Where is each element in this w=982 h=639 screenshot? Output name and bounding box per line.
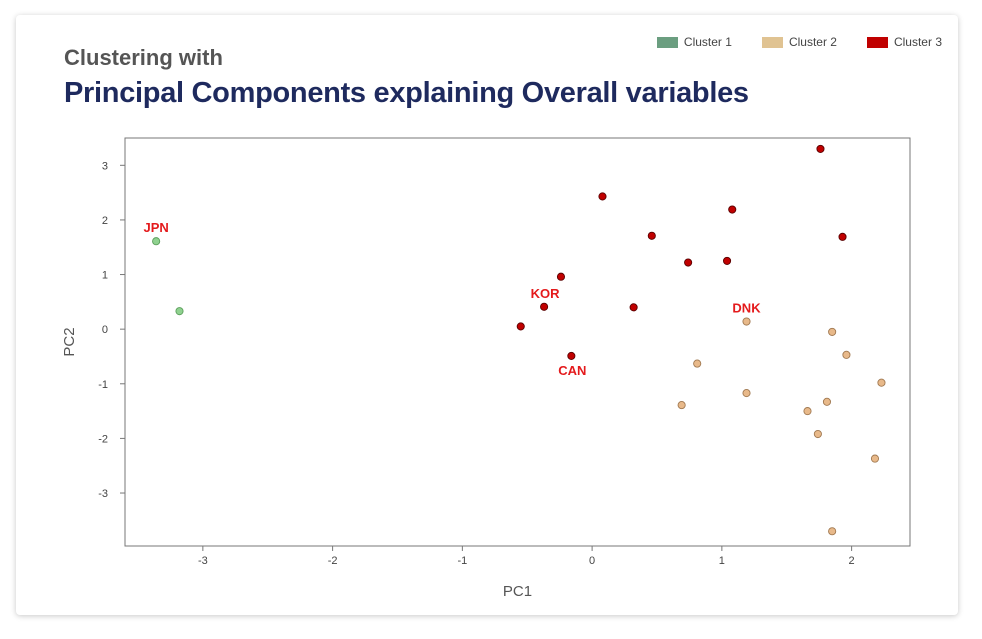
data-point [828,527,837,536]
data-point [813,429,822,439]
point-label: KOR [531,286,561,301]
data-point [722,256,732,265]
x-axis-title: PC1 [503,583,532,600]
legend-label: Cluster 3 [893,35,942,49]
legend-label: Cluster 1 [683,35,732,49]
data-point [152,237,161,246]
plot-frame [124,137,911,547]
data-point [877,378,886,387]
chart-title: Principal Components explaining Overall … [64,77,749,109]
data-point [803,407,812,416]
data-point [842,350,851,359]
x-tick-label: -1 [457,555,467,567]
data-point [567,351,576,360]
x-tick-label: 0 [589,555,595,567]
data-point [647,231,656,240]
x-tick-label: 1 [719,555,725,567]
data-point [816,144,825,153]
data-point [629,303,638,312]
legend-item-cluster-1[interactable]: Cluster 1 [656,35,732,49]
data-point [175,307,184,316]
data-point [828,327,837,336]
point-label: JPN [143,220,168,235]
y-tick-label: 3 [102,160,108,172]
legend-label: Cluster 2 [788,35,837,49]
data-point [684,258,693,267]
x-tick-label: 2 [849,555,855,567]
legend-swatch [656,36,678,48]
y-tick-label: -3 [98,488,108,500]
data-point [870,454,880,463]
data-point [540,302,549,311]
data-point [838,232,847,241]
data-point [742,389,751,398]
legend-swatch [866,36,888,48]
data-point [822,397,832,406]
legend: Cluster 1 Cluster 2 Cluster 3 [656,35,942,49]
point-label: DNK [732,301,761,316]
legend-swatch [761,36,783,48]
legend-item-cluster-2[interactable]: Cluster 2 [761,35,837,49]
y-tick-label: -2 [98,433,108,445]
chart-subtitle: Clustering with [64,45,223,70]
data-point [598,192,607,201]
data-point [742,317,751,326]
data-point [693,359,702,368]
x-tick-label: -2 [328,555,338,567]
y-tick-label: 1 [102,270,108,282]
chart-card: Clustering with Principal Components exp… [16,15,958,615]
data-point [516,322,525,331]
y-tick-label: 0 [102,324,108,336]
x-tick-label: -3 [198,555,208,567]
point-label: CAN [558,363,586,378]
y-tick-label: -1 [98,379,108,391]
data-point [556,272,566,281]
data-point [677,401,686,410]
y-axis-title: PC2 [61,327,78,356]
data-point [728,205,737,214]
y-tick-label: 2 [102,215,108,227]
legend-item-cluster-3[interactable]: Cluster 3 [866,35,942,49]
